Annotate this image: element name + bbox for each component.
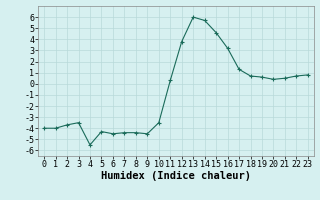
X-axis label: Humidex (Indice chaleur): Humidex (Indice chaleur) [101,171,251,181]
